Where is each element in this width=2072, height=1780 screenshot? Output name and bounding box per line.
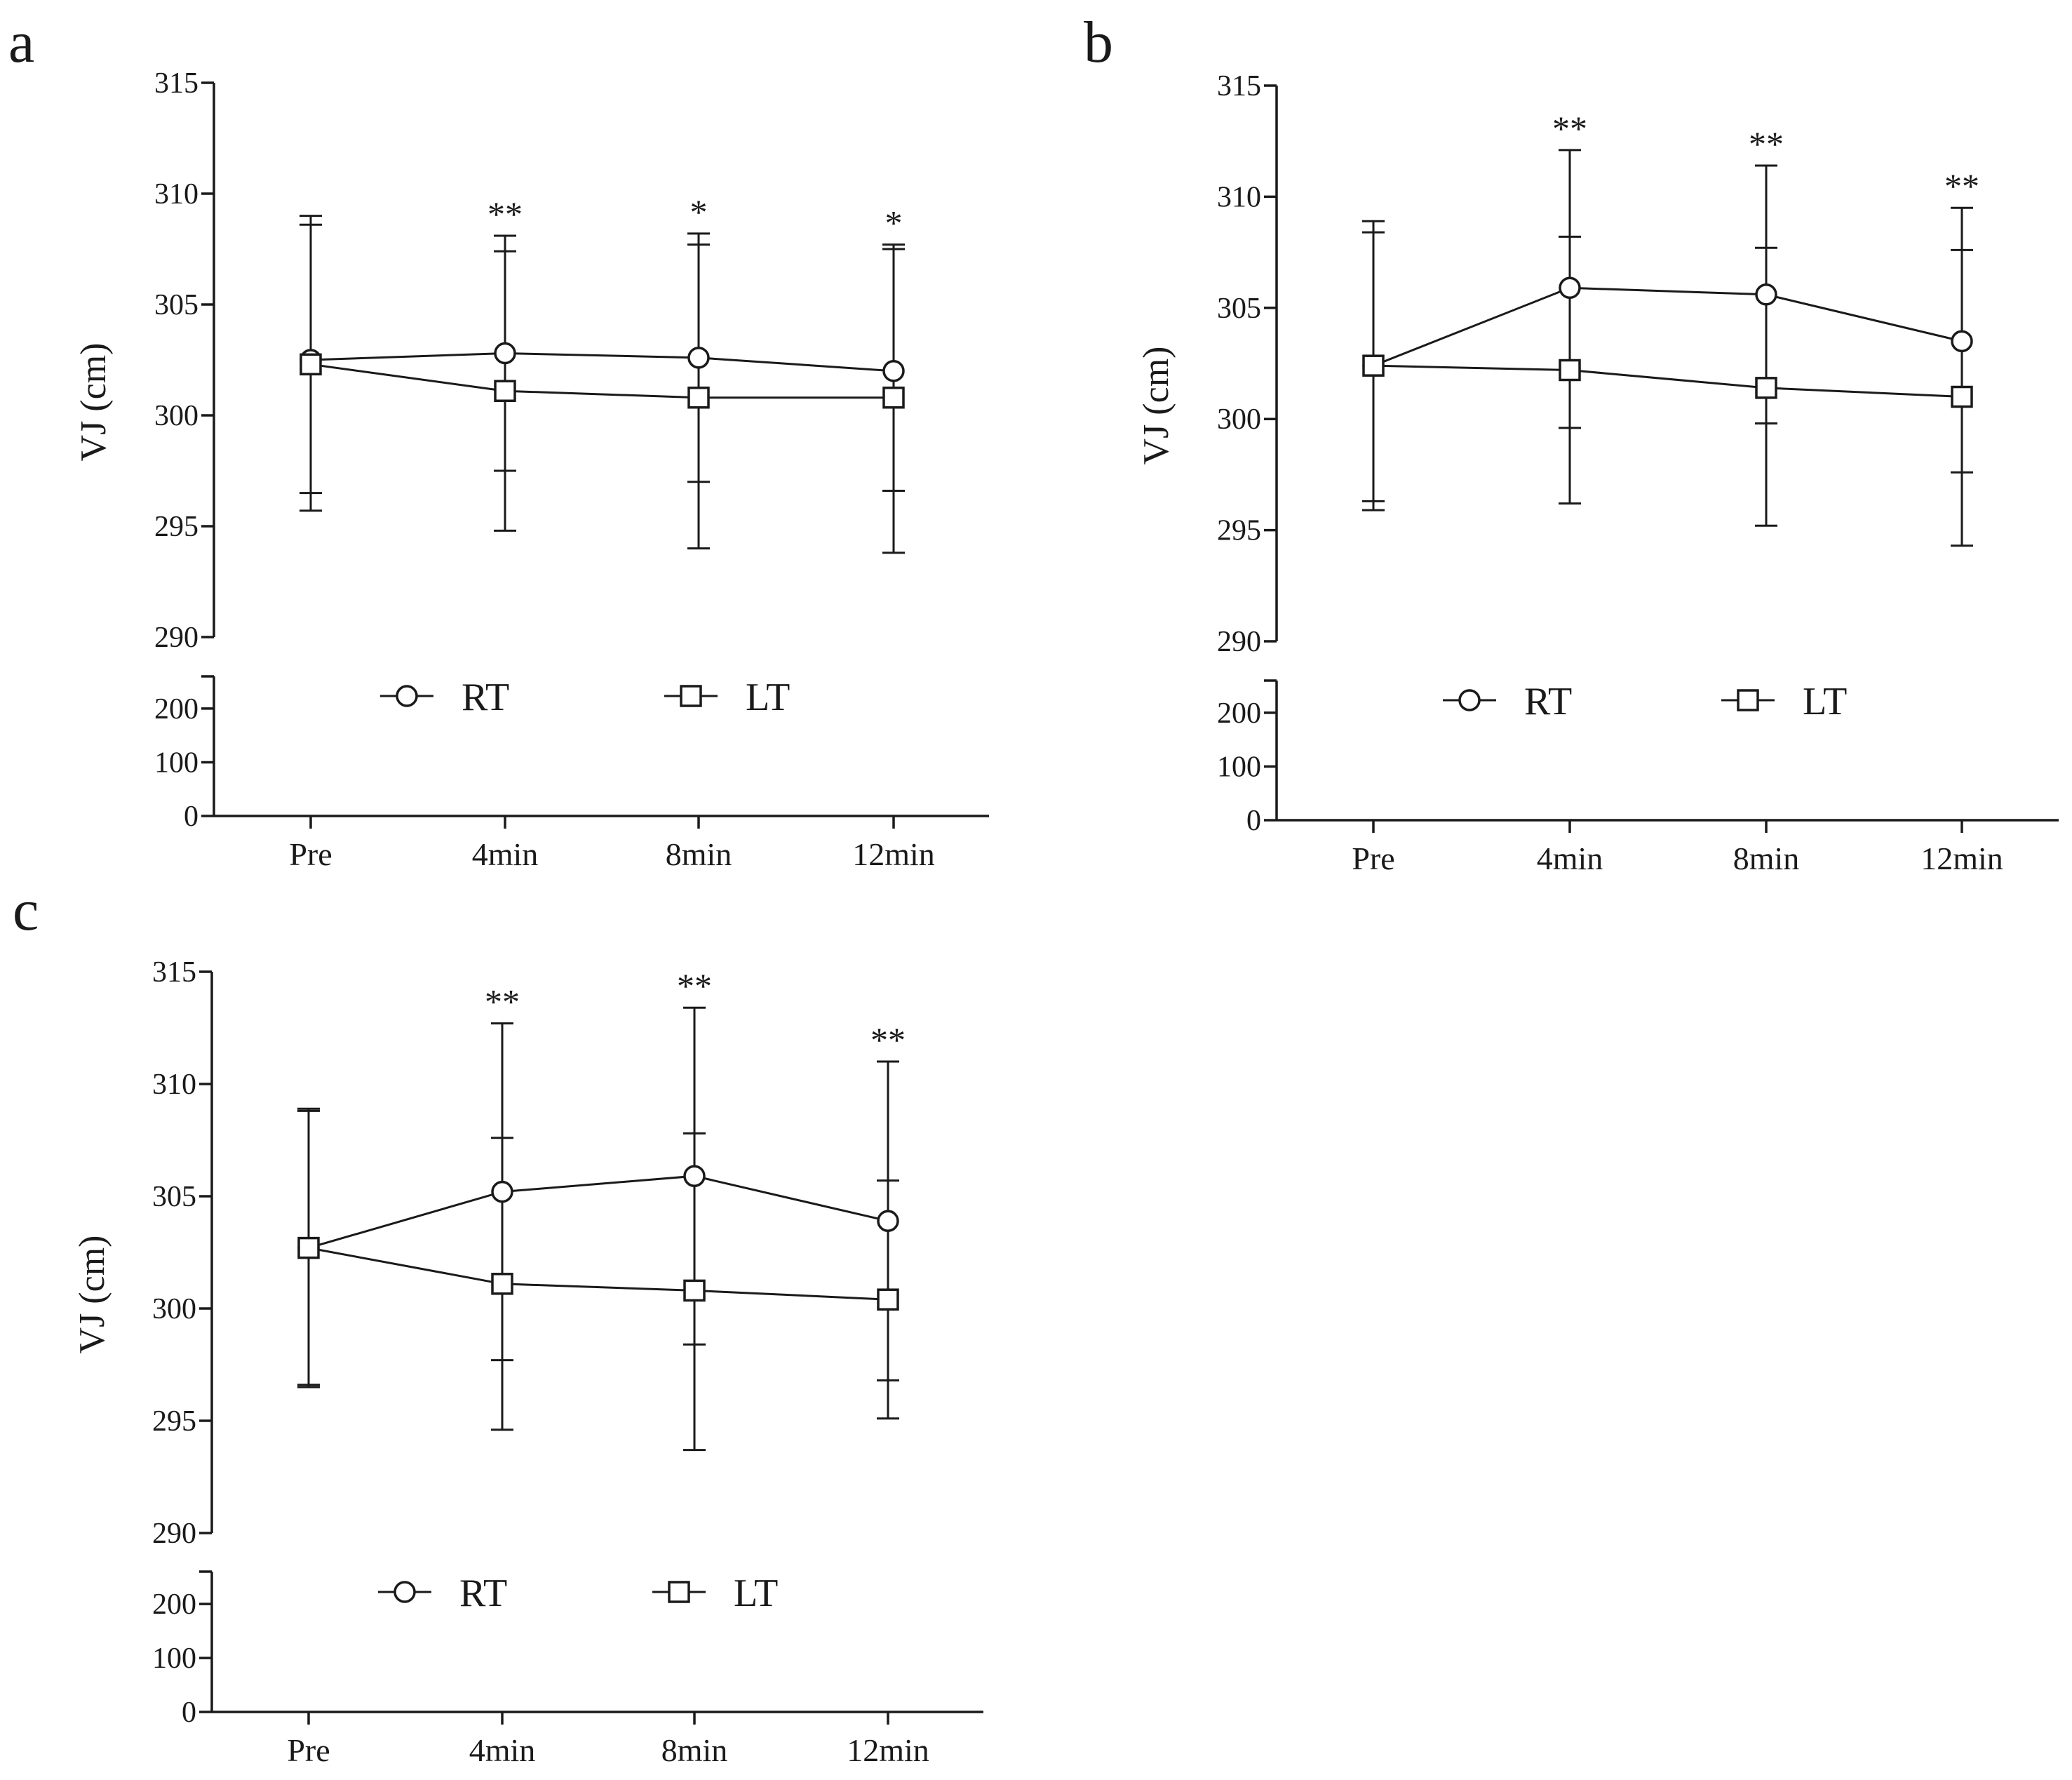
significance-marker: **: [1944, 166, 1979, 206]
x-tick-label: 12min: [852, 836, 935, 872]
significance-marker: *: [885, 203, 903, 243]
x-tick-label: 8min: [666, 836, 732, 872]
legend-label-RT: RT: [1524, 680, 1572, 723]
significance-marker: **: [487, 194, 523, 234]
data-point-RT: [877, 1210, 899, 1232]
y-tick-label: 295: [152, 1405, 196, 1438]
legend-label-RT: RT: [462, 676, 509, 719]
legend-label-LT: LT: [1803, 680, 1847, 723]
x-tick-label: Pre: [287, 1732, 330, 1768]
data-point-LT: [877, 1288, 899, 1311]
data-point-LT: [300, 353, 322, 376]
legend-marker-LT: [668, 1581, 690, 1603]
y-tick-label: 0: [184, 801, 199, 833]
series-line-LT: [310, 363, 894, 399]
significance-marker: **: [485, 982, 520, 1022]
y-tick-label: 200: [152, 1588, 196, 1621]
data-point-RT: [687, 347, 710, 369]
data-point-RT: [491, 1180, 513, 1203]
x-tick-label: 8min: [1733, 841, 1800, 876]
data-point-LT: [494, 380, 516, 402]
y-tick-label: 290: [154, 622, 199, 654]
series-line-LT: [1373, 364, 1963, 399]
chart-panel-b: b VJ (cm) 290 295 300 305 310 315 0 100 200 Pre 4min…: [1084, 10, 2059, 876]
legend-marker-LT: [1737, 689, 1759, 711]
y-tick-label: 100: [1217, 751, 1261, 783]
x-tick-label: 8min: [661, 1732, 728, 1768]
y-tick-label: 315: [1217, 70, 1261, 102]
y-tick-label: 290: [152, 1518, 196, 1550]
data-point-RT: [494, 342, 516, 365]
significance-marker: *: [690, 192, 708, 232]
data-point-LT: [491, 1273, 513, 1295]
significance-marker: **: [1552, 109, 1587, 148]
y-axis-label: VJ (cm): [72, 1236, 112, 1354]
data-point-LT: [882, 386, 905, 409]
data-point-LT: [1559, 359, 1581, 382]
data-point-LT: [1951, 385, 1973, 408]
data-point-LT: [687, 386, 710, 409]
x-tick-label: Pre: [1352, 841, 1394, 876]
data-point-RT: [1951, 330, 1973, 353]
data-point-LT: [297, 1236, 320, 1259]
data-point-RT: [1755, 283, 1777, 306]
y-tick-label: 295: [154, 511, 199, 543]
legend-label-LT: LT: [734, 1572, 778, 1615]
x-tick-label: 4min: [1537, 841, 1603, 876]
series-line-RT: [1373, 286, 1963, 367]
y-tick-label: 305: [152, 1181, 196, 1213]
y-tick-label: 305: [154, 289, 199, 321]
y-tick-label: 310: [1217, 181, 1261, 213]
chart-panel-a: a VJ (cm) 290 295 300 305 310 315 0 100 200 Pre 4min…: [8, 10, 989, 872]
legend-marker-RT: [1458, 689, 1481, 711]
legend-label-RT: RT: [459, 1572, 507, 1615]
y-tick-label: 300: [154, 400, 199, 432]
x-tick-label: 4min: [469, 1732, 536, 1768]
y-tick-label: 305: [1217, 293, 1261, 325]
significance-marker: **: [677, 966, 712, 1005]
data-point-LT: [683, 1279, 706, 1302]
y-tick-label: 200: [1217, 697, 1261, 730]
data-point-LT: [1362, 354, 1385, 377]
legend-marker-RT: [393, 1581, 416, 1603]
y-tick-label: 290: [1217, 626, 1261, 658]
y-tick-label: 295: [1217, 515, 1261, 547]
x-tick-label: 12min: [847, 1732, 929, 1768]
panel-letter: c: [13, 878, 39, 943]
chart-panel-c: c VJ (cm) 290 295 300 305 310 315 0 100 200 Pre 4min…: [13, 878, 983, 1768]
significance-marker: **: [1749, 124, 1784, 163]
y-tick-label: 0: [182, 1697, 196, 1729]
series-line-RT: [310, 352, 894, 373]
data-point-RT: [1559, 276, 1581, 300]
data-point-RT: [683, 1165, 706, 1187]
y-tick-label: 315: [152, 956, 196, 989]
series-line-RT: [308, 1175, 889, 1250]
x-tick-label: 4min: [472, 836, 539, 872]
x-tick-label: 12min: [1920, 841, 2003, 876]
data-point-LT: [1755, 377, 1777, 399]
y-axis-label: VJ (cm): [1136, 347, 1176, 465]
series-line-LT: [308, 1247, 889, 1301]
y-tick-label: 300: [152, 1293, 196, 1325]
y-tick-label: 100: [154, 747, 199, 779]
y-tick-label: 100: [152, 1642, 196, 1675]
legend-label-LT: LT: [746, 676, 790, 719]
y-tick-label: 315: [154, 67, 199, 100]
y-tick-label: 200: [154, 693, 199, 725]
y-tick-label: 0: [1246, 805, 1261, 837]
y-tick-label: 310: [154, 178, 199, 210]
data-point-RT: [882, 360, 905, 382]
legend-marker-RT: [396, 685, 418, 707]
significance-marker: **: [870, 1020, 906, 1059]
y-tick-label: 310: [152, 1069, 196, 1101]
panel-letter: a: [8, 10, 34, 75]
x-tick-label: Pre: [289, 836, 332, 872]
y-axis-label: VJ (cm): [74, 343, 114, 462]
legend-marker-LT: [680, 685, 702, 707]
panel-letter: b: [1084, 10, 1113, 75]
y-tick-label: 300: [1217, 403, 1261, 436]
